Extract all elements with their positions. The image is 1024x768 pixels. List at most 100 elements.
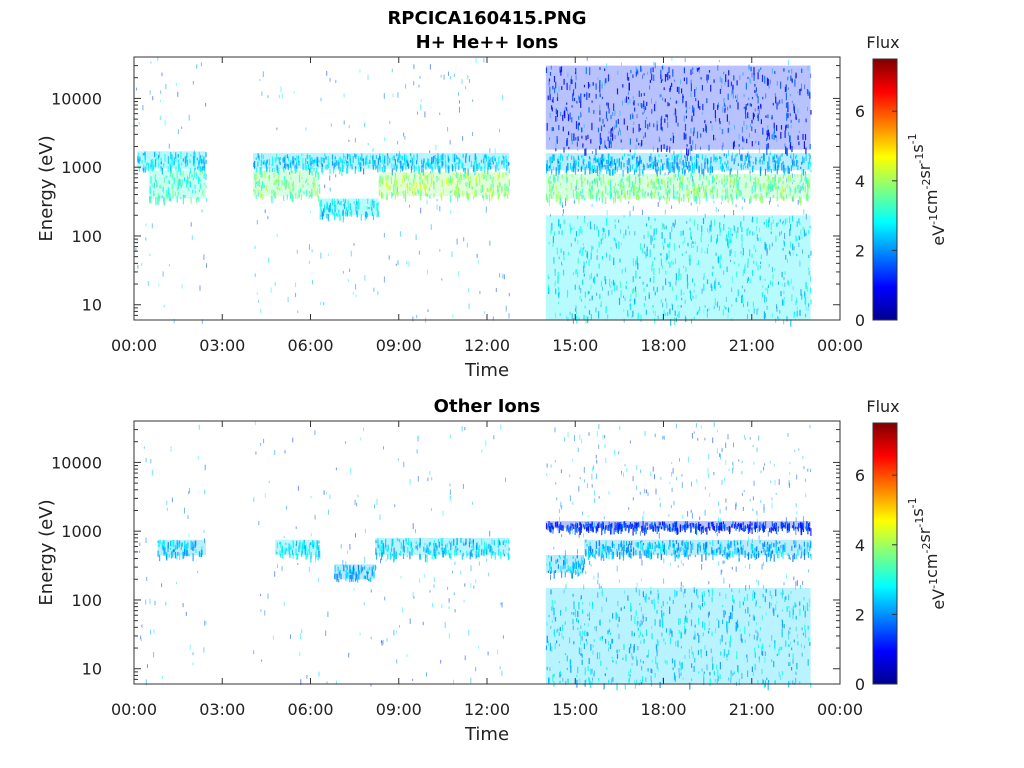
flux-speck bbox=[801, 83, 802, 90]
flux-band-speck bbox=[342, 159, 344, 163]
flux-speck bbox=[310, 156, 312, 159]
flux-band-speck bbox=[178, 159, 180, 166]
flux-band-speck bbox=[297, 195, 299, 199]
flux-band-speck bbox=[681, 253, 683, 256]
flux-band-speck bbox=[757, 237, 759, 242]
flux-band-speck bbox=[796, 253, 798, 257]
flux-band-speck bbox=[749, 249, 751, 257]
flux-speck bbox=[796, 297, 798, 303]
flux-band-speck bbox=[377, 206, 379, 215]
flux-speck bbox=[587, 623, 589, 628]
flux-band-speck bbox=[627, 96, 630, 100]
flux-band-speck bbox=[604, 157, 606, 162]
flux-band-speck bbox=[272, 158, 274, 166]
flux-band-speck bbox=[316, 189, 319, 197]
spectrogram bbox=[139, 421, 812, 691]
flux-band-speck bbox=[643, 288, 645, 292]
flux-speck bbox=[802, 456, 804, 459]
flux-band-speck bbox=[476, 176, 478, 183]
flux-speck bbox=[591, 668, 593, 674]
flux-band-speck bbox=[668, 178, 670, 183]
flux-speck bbox=[580, 247, 582, 253]
flux-band-speck bbox=[758, 69, 760, 72]
flux-band-speck bbox=[673, 158, 675, 166]
flux-speck bbox=[623, 215, 625, 218]
flux-band-speck bbox=[448, 158, 450, 161]
flux-band-speck bbox=[278, 176, 280, 184]
flux-band-speck bbox=[574, 159, 577, 163]
flux-band-speck bbox=[733, 140, 735, 147]
flux-band-speck bbox=[552, 179, 554, 182]
flux-speck bbox=[698, 68, 700, 74]
flux-band-speck bbox=[549, 72, 552, 76]
flux-band-speck bbox=[154, 159, 157, 167]
flux-speck bbox=[796, 511, 798, 515]
flux-band-speck bbox=[566, 174, 568, 180]
flux-speck bbox=[705, 191, 707, 197]
flux-speck bbox=[314, 430, 316, 435]
flux-band-speck bbox=[572, 91, 575, 96]
flux-band-speck bbox=[783, 299, 785, 306]
flux-speck bbox=[548, 640, 549, 646]
flux-speck bbox=[355, 294, 357, 298]
flux-band-speck bbox=[746, 153, 749, 158]
flux-band-speck bbox=[311, 170, 313, 176]
flux-speck bbox=[652, 146, 654, 152]
flux-band-speck bbox=[654, 318, 656, 324]
flux-speck bbox=[573, 226, 575, 229]
flux-speck bbox=[601, 588, 603, 592]
flux-band-speck bbox=[760, 119, 762, 125]
flux-speck bbox=[601, 154, 603, 159]
flux-band-speck bbox=[476, 164, 478, 171]
flux-band-speck bbox=[657, 167, 659, 171]
flux-band-speck bbox=[160, 184, 162, 189]
flux-band-speck bbox=[198, 189, 200, 192]
flux-speck bbox=[616, 285, 618, 291]
flux-band-speck bbox=[549, 156, 551, 163]
flux-speck bbox=[582, 533, 584, 538]
flux-band-speck bbox=[494, 552, 496, 560]
flux-band-speck bbox=[687, 177, 689, 181]
flux-speck bbox=[637, 646, 639, 651]
flux-speck bbox=[571, 75, 573, 79]
flux-band-speck bbox=[613, 197, 615, 204]
flux-band-speck bbox=[598, 158, 600, 162]
flux-band-speck bbox=[583, 562, 585, 568]
flux-speck bbox=[693, 431, 695, 434]
flux-speck bbox=[632, 497, 634, 501]
flux-band-speck bbox=[485, 154, 487, 159]
flux-band-speck bbox=[726, 234, 728, 241]
flux-band-speck bbox=[636, 255, 638, 259]
flux-speck bbox=[394, 504, 396, 508]
flux-band-speck bbox=[768, 161, 770, 170]
flux-band-speck bbox=[633, 191, 635, 197]
flux-band-speck bbox=[751, 165, 754, 173]
flux-speck bbox=[744, 608, 746, 614]
flux-speck bbox=[650, 242, 652, 245]
flux-band-speck bbox=[654, 257, 656, 260]
flux-speck bbox=[640, 619, 642, 626]
flux-band-speck bbox=[668, 250, 670, 259]
flux-band-speck bbox=[201, 159, 203, 163]
flux-band-speck bbox=[577, 562, 579, 565]
flux-speck bbox=[401, 607, 403, 613]
flux-speck bbox=[280, 86, 282, 93]
flux-band-speck bbox=[354, 168, 356, 174]
flux-band-speck bbox=[706, 279, 709, 285]
flux-speck bbox=[161, 676, 163, 679]
flux-speck bbox=[162, 164, 164, 168]
flux-speck bbox=[662, 97, 664, 101]
flux-band-speck bbox=[337, 566, 339, 571]
flux-band bbox=[545, 153, 812, 178]
flux-speck bbox=[601, 606, 603, 613]
flux-band-speck bbox=[596, 165, 598, 174]
flux-band-speck bbox=[770, 222, 772, 231]
flux-speck bbox=[386, 637, 388, 642]
flux-speck bbox=[783, 223, 785, 226]
flux-band-speck bbox=[807, 161, 809, 170]
flux-band-speck bbox=[178, 178, 181, 185]
flux-band-speck bbox=[506, 187, 508, 191]
flux-speck bbox=[747, 262, 749, 268]
flux-band-speck bbox=[163, 177, 165, 183]
flux-band-speck bbox=[801, 174, 803, 183]
